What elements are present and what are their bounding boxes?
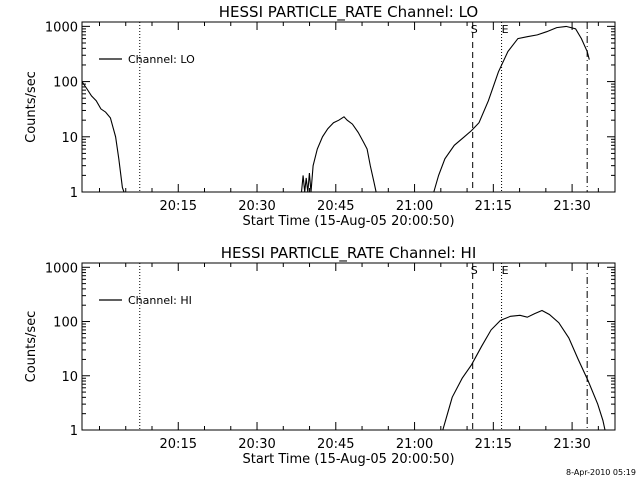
y-tick-label: 1 (70, 186, 78, 201)
legend-label: Channel: LO (128, 53, 195, 66)
x-tick-label: 21:00 (396, 437, 433, 452)
y-tick-label: 1 (70, 424, 78, 439)
x-axis-label: Start Time (15-Aug-05 20:00:50) (242, 452, 454, 467)
footer-timestamp: 8-Apr-2010 05:19 (566, 468, 636, 477)
x-tick-label: 20:15 (160, 437, 197, 452)
series-line-segment (442, 309, 606, 431)
marker-label-S: S (471, 264, 478, 277)
x-tick-label: 20:45 (317, 437, 354, 452)
series-line-segment (433, 25, 590, 193)
chart-panel-1: HESSI PARTICLE_RATE Channel: HI Counts/se… (24, 244, 616, 467)
marker-label-S: S (471, 23, 478, 36)
chart-title: HESSI PARTICLE_RATE Channel: LO (219, 3, 478, 22)
y-axis-label: Counts/sec (24, 311, 39, 383)
y-tick-label: 1000 (45, 20, 78, 35)
y-tick-label: 100 (53, 316, 78, 331)
x-tick-label: 21:15 (475, 437, 512, 452)
series-line-segment (300, 116, 377, 193)
y-axis-label: Counts/sec (24, 71, 39, 143)
series-line-segment (81, 81, 125, 193)
chart-title: HESSI PARTICLE_RATE Channel: HI (221, 244, 477, 263)
plot-frame (81, 262, 616, 431)
marker-label-E: E (502, 264, 509, 277)
x-tick-label: 21:00 (396, 199, 433, 214)
marker-label-E: E (502, 23, 509, 36)
y-tick-label: 10 (61, 131, 78, 146)
x-tick-label: 21:30 (553, 437, 590, 452)
x-tick-label: 21:15 (475, 199, 512, 214)
x-tick-label: 20:30 (238, 199, 275, 214)
plot-frame (81, 21, 616, 193)
x-tick-label: 21:30 (553, 199, 590, 214)
legend-label: Channel: HI (128, 294, 192, 307)
x-tick-label: 20:30 (238, 437, 275, 452)
y-tick-label: 100 (53, 76, 78, 91)
x-tick-label: 20:45 (317, 199, 354, 214)
y-tick-label: 10 (61, 370, 78, 385)
x-axis-label: Start Time (15-Aug-05 20:00:50) (242, 214, 454, 229)
y-tick-label: 1000 (45, 261, 78, 276)
x-tick-label: 20:15 (160, 199, 197, 214)
chart-panel-0: HESSI PARTICLE_RATE Channel: LO Counts/se… (24, 3, 616, 229)
